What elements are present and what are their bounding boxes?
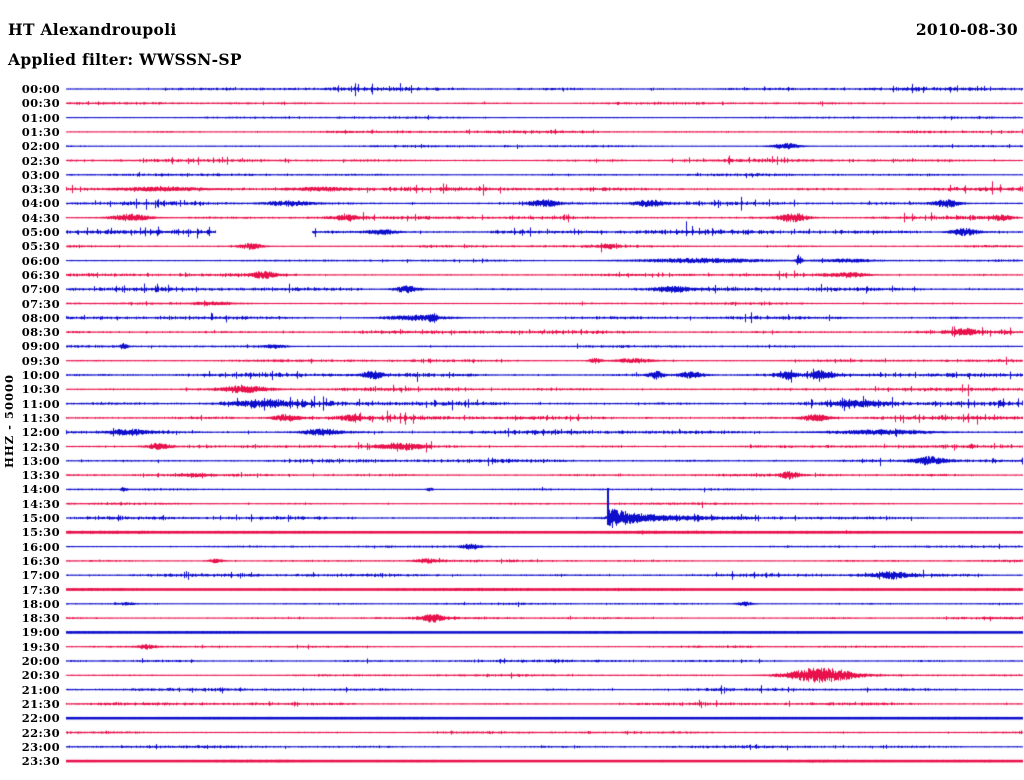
trace-time-label: 23:30	[21, 754, 60, 769]
station-title: HT Alexandroupoli	[8, 20, 177, 39]
trace-time-label: 18:30	[21, 611, 60, 626]
trace-time-label: 10:30	[21, 382, 60, 397]
trace-time-label: 03:00	[21, 167, 60, 182]
trace-time-label: 17:30	[21, 582, 60, 597]
trace-time-label: 18:00	[21, 596, 60, 611]
trace-time-label: 14:30	[21, 496, 60, 511]
trace-time-label: 02:00	[21, 139, 60, 154]
trace-time-label: 06:30	[21, 267, 60, 282]
trace-time-label: 16:00	[21, 539, 60, 554]
trace-time-label: 09:30	[21, 353, 60, 368]
trace-time-label: 22:00	[21, 711, 60, 726]
trace-time-label: 20:30	[21, 668, 60, 683]
trace-time-label: 03:30	[21, 182, 60, 197]
trace-time-label: 22:30	[21, 725, 60, 740]
trace-time-label: 11:00	[21, 396, 60, 411]
trace-time-label: 11:30	[21, 410, 60, 425]
applied-filter-label: Applied filter: WWSSN-SP	[8, 50, 242, 69]
trace-time-label: 13:30	[21, 468, 60, 483]
trace-time-labels: 00:00 00:30 01:00 01:30 02:00 02:30 03:00 03:30…	[0, 0, 62, 780]
trace-time-label: 09:00	[21, 339, 60, 354]
trace-time-label: 07:30	[21, 296, 60, 311]
trace-time-label: 21:30	[21, 696, 60, 711]
trace-time-label: 10:00	[21, 368, 60, 382]
trace-time-label: 01:00	[21, 110, 60, 125]
trace-time-label: 04:00	[21, 196, 60, 211]
trace-time-label: 01:30	[21, 124, 60, 139]
trace-time-label: 14:00	[21, 482, 60, 497]
trace-time-label: 08:00	[21, 310, 60, 325]
trace-time-label: 04:30	[21, 210, 60, 225]
trace-time-label: 23:00	[21, 739, 60, 754]
trace-time-label: 20:00	[21, 654, 60, 668]
trace-time-label: 00:00	[21, 82, 60, 96]
trace-time-label: 19:00	[21, 625, 60, 640]
trace-time-label: 08:30	[21, 325, 60, 340]
trace-time-label: 00:30	[21, 96, 60, 111]
trace-time-label: 12:00	[21, 425, 60, 440]
trace-time-label: 16:30	[21, 553, 60, 568]
trace-time-label: 21:00	[21, 682, 60, 697]
trace-time-label: 02:30	[21, 153, 60, 168]
trace-time-label: 19:30	[21, 639, 60, 654]
trace-time-label: 13:00	[21, 453, 60, 468]
date-label: 2010-08-30	[915, 20, 1018, 39]
trace-time-label: 05:00	[21, 225, 60, 239]
trace-time-label: 17:00	[21, 568, 60, 583]
trace-time-label: 15:00	[21, 511, 60, 525]
trace-time-label: 12:30	[21, 439, 60, 454]
trace-time-label: 15:30	[21, 525, 60, 540]
trace-time-label: 06:00	[21, 253, 60, 268]
trace-time-label: 07:00	[21, 282, 60, 297]
trace-time-label: 05:30	[21, 239, 60, 254]
